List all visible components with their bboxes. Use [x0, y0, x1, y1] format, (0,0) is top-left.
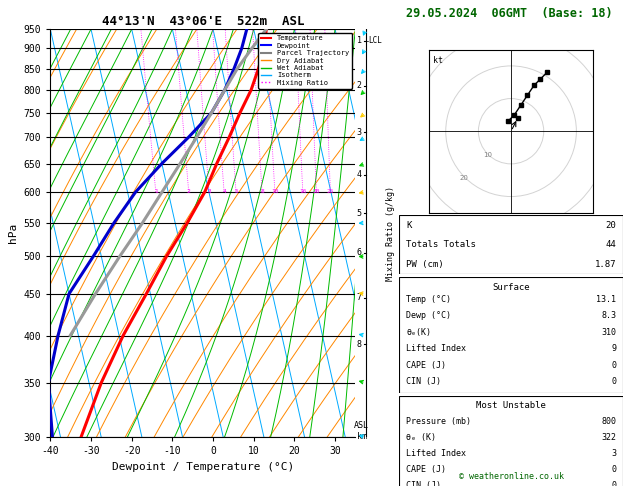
Text: 4: 4: [222, 190, 226, 194]
Text: 20: 20: [605, 221, 616, 230]
Text: 1: 1: [154, 190, 158, 194]
Text: 6: 6: [357, 248, 362, 258]
Text: Temp (°C): Temp (°C): [406, 295, 451, 304]
Text: 20: 20: [460, 175, 469, 181]
Text: Lifted Index: Lifted Index: [406, 344, 466, 353]
Text: 4: 4: [357, 170, 362, 179]
Text: Totals Totals: Totals Totals: [406, 241, 476, 249]
Text: 800: 800: [601, 417, 616, 426]
Text: 1.87: 1.87: [594, 260, 616, 269]
Text: 5: 5: [234, 190, 238, 194]
Text: CAPE (J): CAPE (J): [406, 361, 446, 369]
Y-axis label: hPa: hPa: [8, 223, 18, 243]
Text: 0: 0: [611, 481, 616, 486]
X-axis label: Dewpoint / Temperature (°C): Dewpoint / Temperature (°C): [112, 462, 294, 472]
Text: CAPE (J): CAPE (J): [406, 465, 446, 474]
Text: 9: 9: [611, 344, 616, 353]
Text: kt: kt: [433, 56, 443, 65]
Text: 44: 44: [605, 241, 616, 249]
Text: 13.1: 13.1: [596, 295, 616, 304]
Text: θₑ(K): θₑ(K): [406, 328, 431, 337]
Text: 16: 16: [299, 190, 306, 194]
Text: 1: 1: [357, 36, 362, 45]
Text: 10: 10: [271, 190, 279, 194]
Text: km: km: [357, 432, 367, 441]
Text: Most Unstable: Most Unstable: [476, 400, 546, 410]
Text: 25: 25: [326, 190, 334, 194]
Legend: Temperature, Dewpoint, Parcel Trajectory, Dry Adiabat, Wet Adiabat, Isotherm, Mi: Temperature, Dewpoint, Parcel Trajectory…: [258, 33, 352, 88]
Text: 8: 8: [260, 190, 264, 194]
Text: 8: 8: [357, 340, 362, 349]
Text: LCL: LCL: [369, 36, 382, 45]
Text: Dewp (°C): Dewp (°C): [406, 311, 451, 320]
Text: 10: 10: [483, 152, 492, 158]
Text: 310: 310: [601, 328, 616, 337]
Title: 44°13'N  43°06'E  522m  ASL: 44°13'N 43°06'E 522m ASL: [102, 15, 304, 28]
Text: 0: 0: [611, 377, 616, 386]
Text: 5: 5: [357, 208, 362, 218]
Text: 0: 0: [611, 465, 616, 474]
Text: CIN (J): CIN (J): [406, 377, 441, 386]
Text: Pressure (mb): Pressure (mb): [406, 417, 471, 426]
Text: 8.3: 8.3: [601, 311, 616, 320]
Text: K: K: [406, 221, 411, 230]
Text: Surface: Surface: [493, 283, 530, 292]
Text: 3: 3: [207, 190, 211, 194]
Text: ASL: ASL: [354, 421, 369, 430]
Text: CIN (J): CIN (J): [406, 481, 441, 486]
Text: PW (cm): PW (cm): [406, 260, 443, 269]
Text: © weatheronline.co.uk: © weatheronline.co.uk: [459, 472, 564, 481]
Text: 2: 2: [357, 81, 362, 90]
Text: 2: 2: [187, 190, 191, 194]
Text: 3: 3: [611, 449, 616, 458]
Text: 7: 7: [357, 293, 362, 302]
Text: Lifted Index: Lifted Index: [406, 449, 466, 458]
Text: θₑ (K): θₑ (K): [406, 433, 436, 442]
Text: Mixing Ratio (g/kg): Mixing Ratio (g/kg): [386, 186, 394, 281]
Text: 20: 20: [313, 190, 320, 194]
Text: 322: 322: [601, 433, 616, 442]
Text: 29.05.2024  06GMT  (Base: 18): 29.05.2024 06GMT (Base: 18): [406, 7, 612, 20]
Text: 3: 3: [357, 128, 362, 137]
Text: 0: 0: [611, 361, 616, 369]
